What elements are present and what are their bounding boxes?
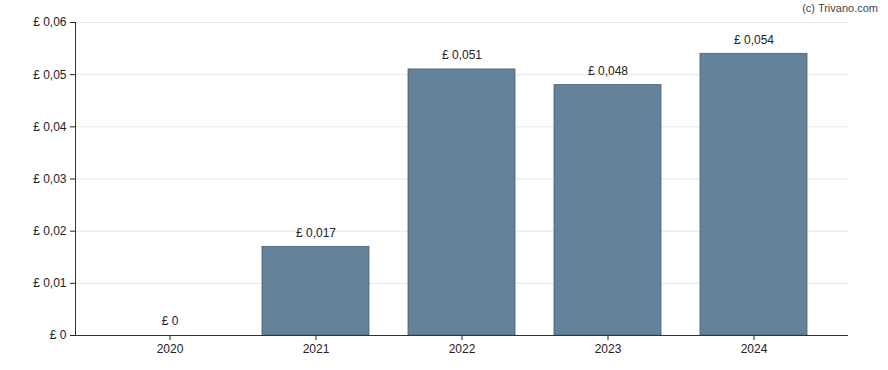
svg-text:2024: 2024 bbox=[741, 342, 768, 356]
svg-text:£ 0,04: £ 0,04 bbox=[33, 120, 67, 134]
svg-text:£ 0,05: £ 0,05 bbox=[33, 68, 67, 82]
html-text:(c) Trivano.com: (c) Trivano.com bbox=[802, 2, 878, 14]
svg-text:2023: 2023 bbox=[595, 342, 622, 356]
svg-text:£ 0,01: £ 0,01 bbox=[33, 276, 67, 290]
svg-text:2021: 2021 bbox=[303, 342, 330, 356]
svg-text:2022: 2022 bbox=[449, 342, 476, 356]
svg-text:£ 0: £ 0 bbox=[50, 328, 67, 342]
svg-text:2020: 2020 bbox=[157, 342, 184, 356]
svg-text:£ 0,048: £ 0,048 bbox=[588, 64, 628, 78]
svg-text:£ 0,06: £ 0,06 bbox=[33, 15, 67, 29]
svg-text:£ 0,017: £ 0,017 bbox=[296, 226, 336, 240]
svg-text:£ 0,054: £ 0,054 bbox=[734, 33, 774, 47]
svg-text:£ 0,02: £ 0,02 bbox=[33, 224, 67, 238]
svg-text:£ 0,03: £ 0,03 bbox=[33, 172, 67, 186]
svg-text:£ 0: £ 0 bbox=[162, 314, 179, 328]
svg-text:£ 0,051: £ 0,051 bbox=[442, 48, 482, 62]
